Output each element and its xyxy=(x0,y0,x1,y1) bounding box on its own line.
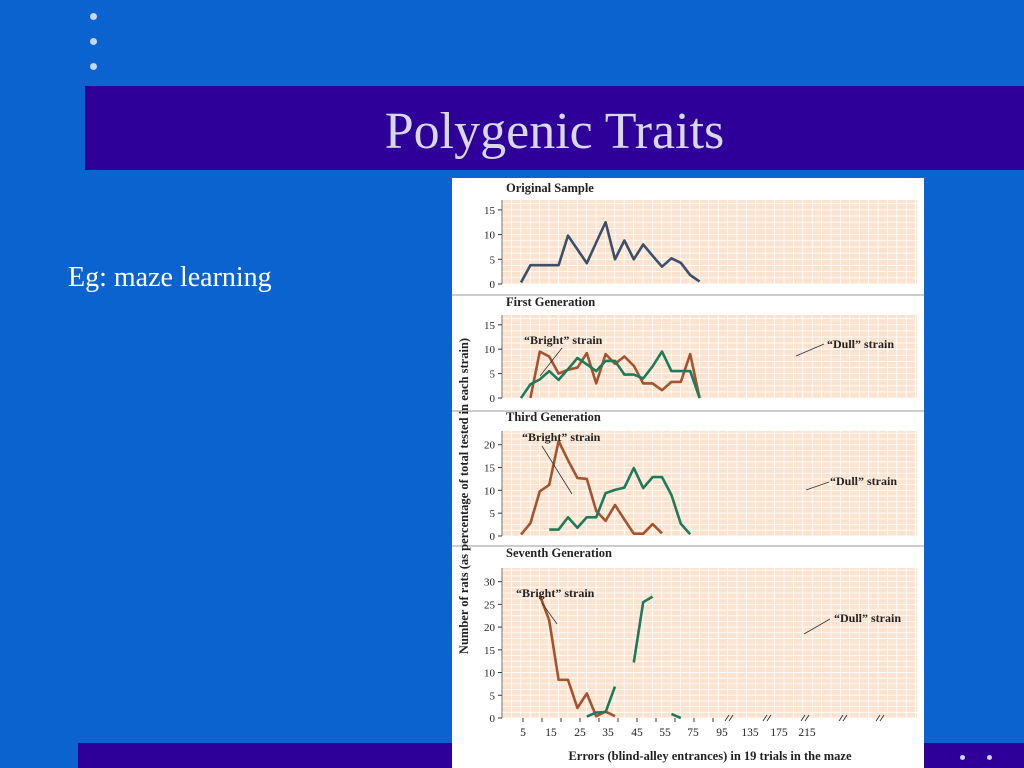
y-tick-label: 30 xyxy=(484,577,496,589)
axis-break-mark xyxy=(800,714,806,722)
y-tick-label: 0 xyxy=(490,713,496,725)
series-line xyxy=(519,350,701,399)
y-tick-label: 15 xyxy=(484,205,496,217)
y-tick-label: 20 xyxy=(484,440,496,452)
axis-break-mark xyxy=(804,714,810,722)
y-axis-title: Number of rats (as percentage of total t… xyxy=(457,338,471,654)
y-tick-label: 20 xyxy=(484,622,496,634)
y-tick-label: 5 xyxy=(490,508,496,520)
series-line xyxy=(519,439,663,536)
y-tick-label: 10 xyxy=(484,344,496,356)
axis-break-mark xyxy=(879,714,885,722)
axis-break-mark xyxy=(766,714,772,722)
x-tick-label: 15 xyxy=(545,727,557,739)
y-tick-label: 10 xyxy=(484,485,496,497)
y-tick-label: 10 xyxy=(484,230,496,242)
chart-svg: Original Sample 0 5 10 15 First Generation 0 5 1… xyxy=(452,181,924,763)
y-tick-label: 0 xyxy=(490,279,496,291)
y-tick-label: 15 xyxy=(484,463,496,475)
bottom-dot-2 xyxy=(987,755,992,760)
title-band: Polygenic Traits xyxy=(85,86,1024,170)
bottom-dot-1 xyxy=(960,755,965,760)
x-tick-label: 95 xyxy=(716,727,728,739)
y-tick-label: 0 xyxy=(490,531,496,543)
series-label-leader xyxy=(541,602,558,625)
series-line xyxy=(670,712,682,720)
bullet-dot-3 xyxy=(90,63,97,70)
series-line xyxy=(632,595,654,663)
x-tick-label: 45 xyxy=(631,727,643,739)
y-tick-label: 25 xyxy=(484,599,496,611)
y-tick-label: 0 xyxy=(490,393,496,405)
y-tick-label: 15 xyxy=(484,320,496,332)
axis-break-mark xyxy=(762,714,768,722)
x-tick-label: 135 xyxy=(741,727,759,739)
bullet-dot-1 xyxy=(90,13,97,20)
bullet-dot-2 xyxy=(90,38,97,45)
body-text: Eg: maze learning xyxy=(68,262,272,293)
series-label: “Dull” strain xyxy=(827,337,894,351)
series-label: “Dull” strain xyxy=(834,611,901,625)
x-tick-label: 55 xyxy=(659,727,671,739)
x-tick-label: 175 xyxy=(770,727,788,739)
panel-background xyxy=(502,315,917,398)
series-label: “Bright” strain xyxy=(524,333,603,347)
series-line xyxy=(529,350,701,399)
panel-title: First Generation xyxy=(506,295,595,309)
y-tick-label: 10 xyxy=(484,668,496,680)
x-axis-title: Errors (blind-alley entrances) in 19 tri… xyxy=(568,749,852,763)
series-label: “Bright” strain xyxy=(516,586,595,600)
series-label-leader xyxy=(541,445,573,495)
x-tick-label: 75 xyxy=(687,727,699,739)
axis-break-mark xyxy=(875,714,881,722)
series-label-leader xyxy=(803,618,831,635)
x-tick-label: 215 xyxy=(798,727,816,739)
slide-title: Polygenic Traits xyxy=(384,103,725,160)
y-tick-label: 5 xyxy=(490,369,496,381)
axis-break-mark xyxy=(728,714,734,722)
chart-figure: Original Sample 0 5 10 15 First Generation 0 5 1… xyxy=(452,178,924,768)
panel-title: Original Sample xyxy=(506,181,594,195)
y-tick-label: 5 xyxy=(490,690,496,702)
panel-title: Seventh Generation xyxy=(506,546,612,560)
axis-break-mark xyxy=(842,714,848,722)
x-tick-label: 25 xyxy=(574,727,586,739)
y-tick-label: 5 xyxy=(490,254,496,266)
series-line xyxy=(519,220,701,284)
y-tick-label: 15 xyxy=(484,645,496,657)
axis-break-mark xyxy=(838,714,844,722)
series-label-leader xyxy=(539,347,563,377)
x-tick-label: 5 xyxy=(520,727,526,739)
series-label-leader xyxy=(795,343,825,357)
x-tick-label: 35 xyxy=(602,727,614,739)
series-label: “Dull” strain xyxy=(830,474,897,488)
series-label: “Bright” strain xyxy=(522,430,601,444)
panel-title: Third Generation xyxy=(506,410,601,424)
axis-break-mark xyxy=(724,714,730,722)
series-line xyxy=(549,466,692,536)
series-line xyxy=(586,686,617,718)
series-label-leader xyxy=(805,481,830,491)
